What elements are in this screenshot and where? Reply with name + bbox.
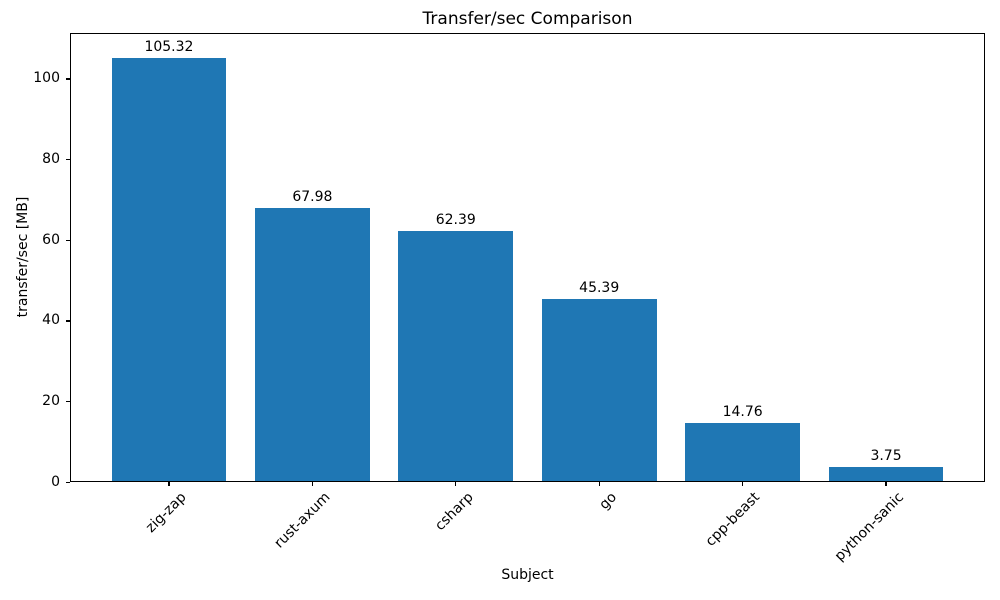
bar-value-label-csharp: 62.39 <box>435 211 476 228</box>
bar-value-label-python-sanic: 3.75 <box>870 447 902 464</box>
bar-cpp-beast <box>685 422 800 482</box>
bar-value-label-cpp-beast: 14.76 <box>722 403 763 420</box>
x-tick-mark <box>598 482 600 486</box>
y-tick-label: 100 <box>33 70 60 87</box>
x-axis-label: Subject <box>501 567 554 583</box>
bar-python-sanic <box>828 466 944 482</box>
y-tick-label: 40 <box>42 312 60 329</box>
y-tick-mark <box>66 78 70 80</box>
x-tick-label-rust-axum: rust-axum <box>270 489 333 552</box>
bar-zig-zap <box>111 57 227 482</box>
y-tick-mark <box>66 481 70 483</box>
bar-go <box>541 299 657 482</box>
x-tick-label-csharp: csharp <box>431 489 477 534</box>
y-tick-label: 80 <box>42 151 60 168</box>
x-tick-mark <box>311 482 314 486</box>
x-tick-mark <box>168 482 170 486</box>
bar-csharp <box>398 230 514 482</box>
y-tick-mark <box>66 320 70 322</box>
chart-title: Transfer/sec Comparison <box>422 9 633 29</box>
bar-value-label-zig-zap: 105.32 <box>144 38 194 55</box>
plot-area: 0 20 40 60 80 100 105.32 zig-zap 67.98 rust-axum 6… <box>33 33 985 565</box>
y-tick-label: 60 <box>42 231 60 248</box>
y-tick-mark <box>66 159 70 161</box>
y-tick-mark <box>66 400 70 403</box>
x-tick-mark <box>885 482 887 486</box>
y-tick-label: 0 <box>51 473 60 490</box>
x-tick-label-cpp-beast: cpp-beast <box>702 489 764 550</box>
y-tick-label: 20 <box>42 392 60 409</box>
bar-value-label-go: 45.39 <box>579 280 620 297</box>
x-tick-mark <box>742 482 744 486</box>
y-axis-label: transfer/sec [MB] <box>15 196 31 318</box>
x-tick-label-go: go <box>596 489 620 513</box>
x-tick-mark <box>455 482 457 486</box>
x-tick-label-python-sanic: python-sanic <box>831 489 907 565</box>
bar-rust-axum <box>255 208 370 482</box>
x-tick-label-zig-zap: zig-zap <box>142 489 190 536</box>
y-tick-mark <box>66 239 70 241</box>
bar-value-label-rust-axum: 67.98 <box>292 189 333 205</box>
